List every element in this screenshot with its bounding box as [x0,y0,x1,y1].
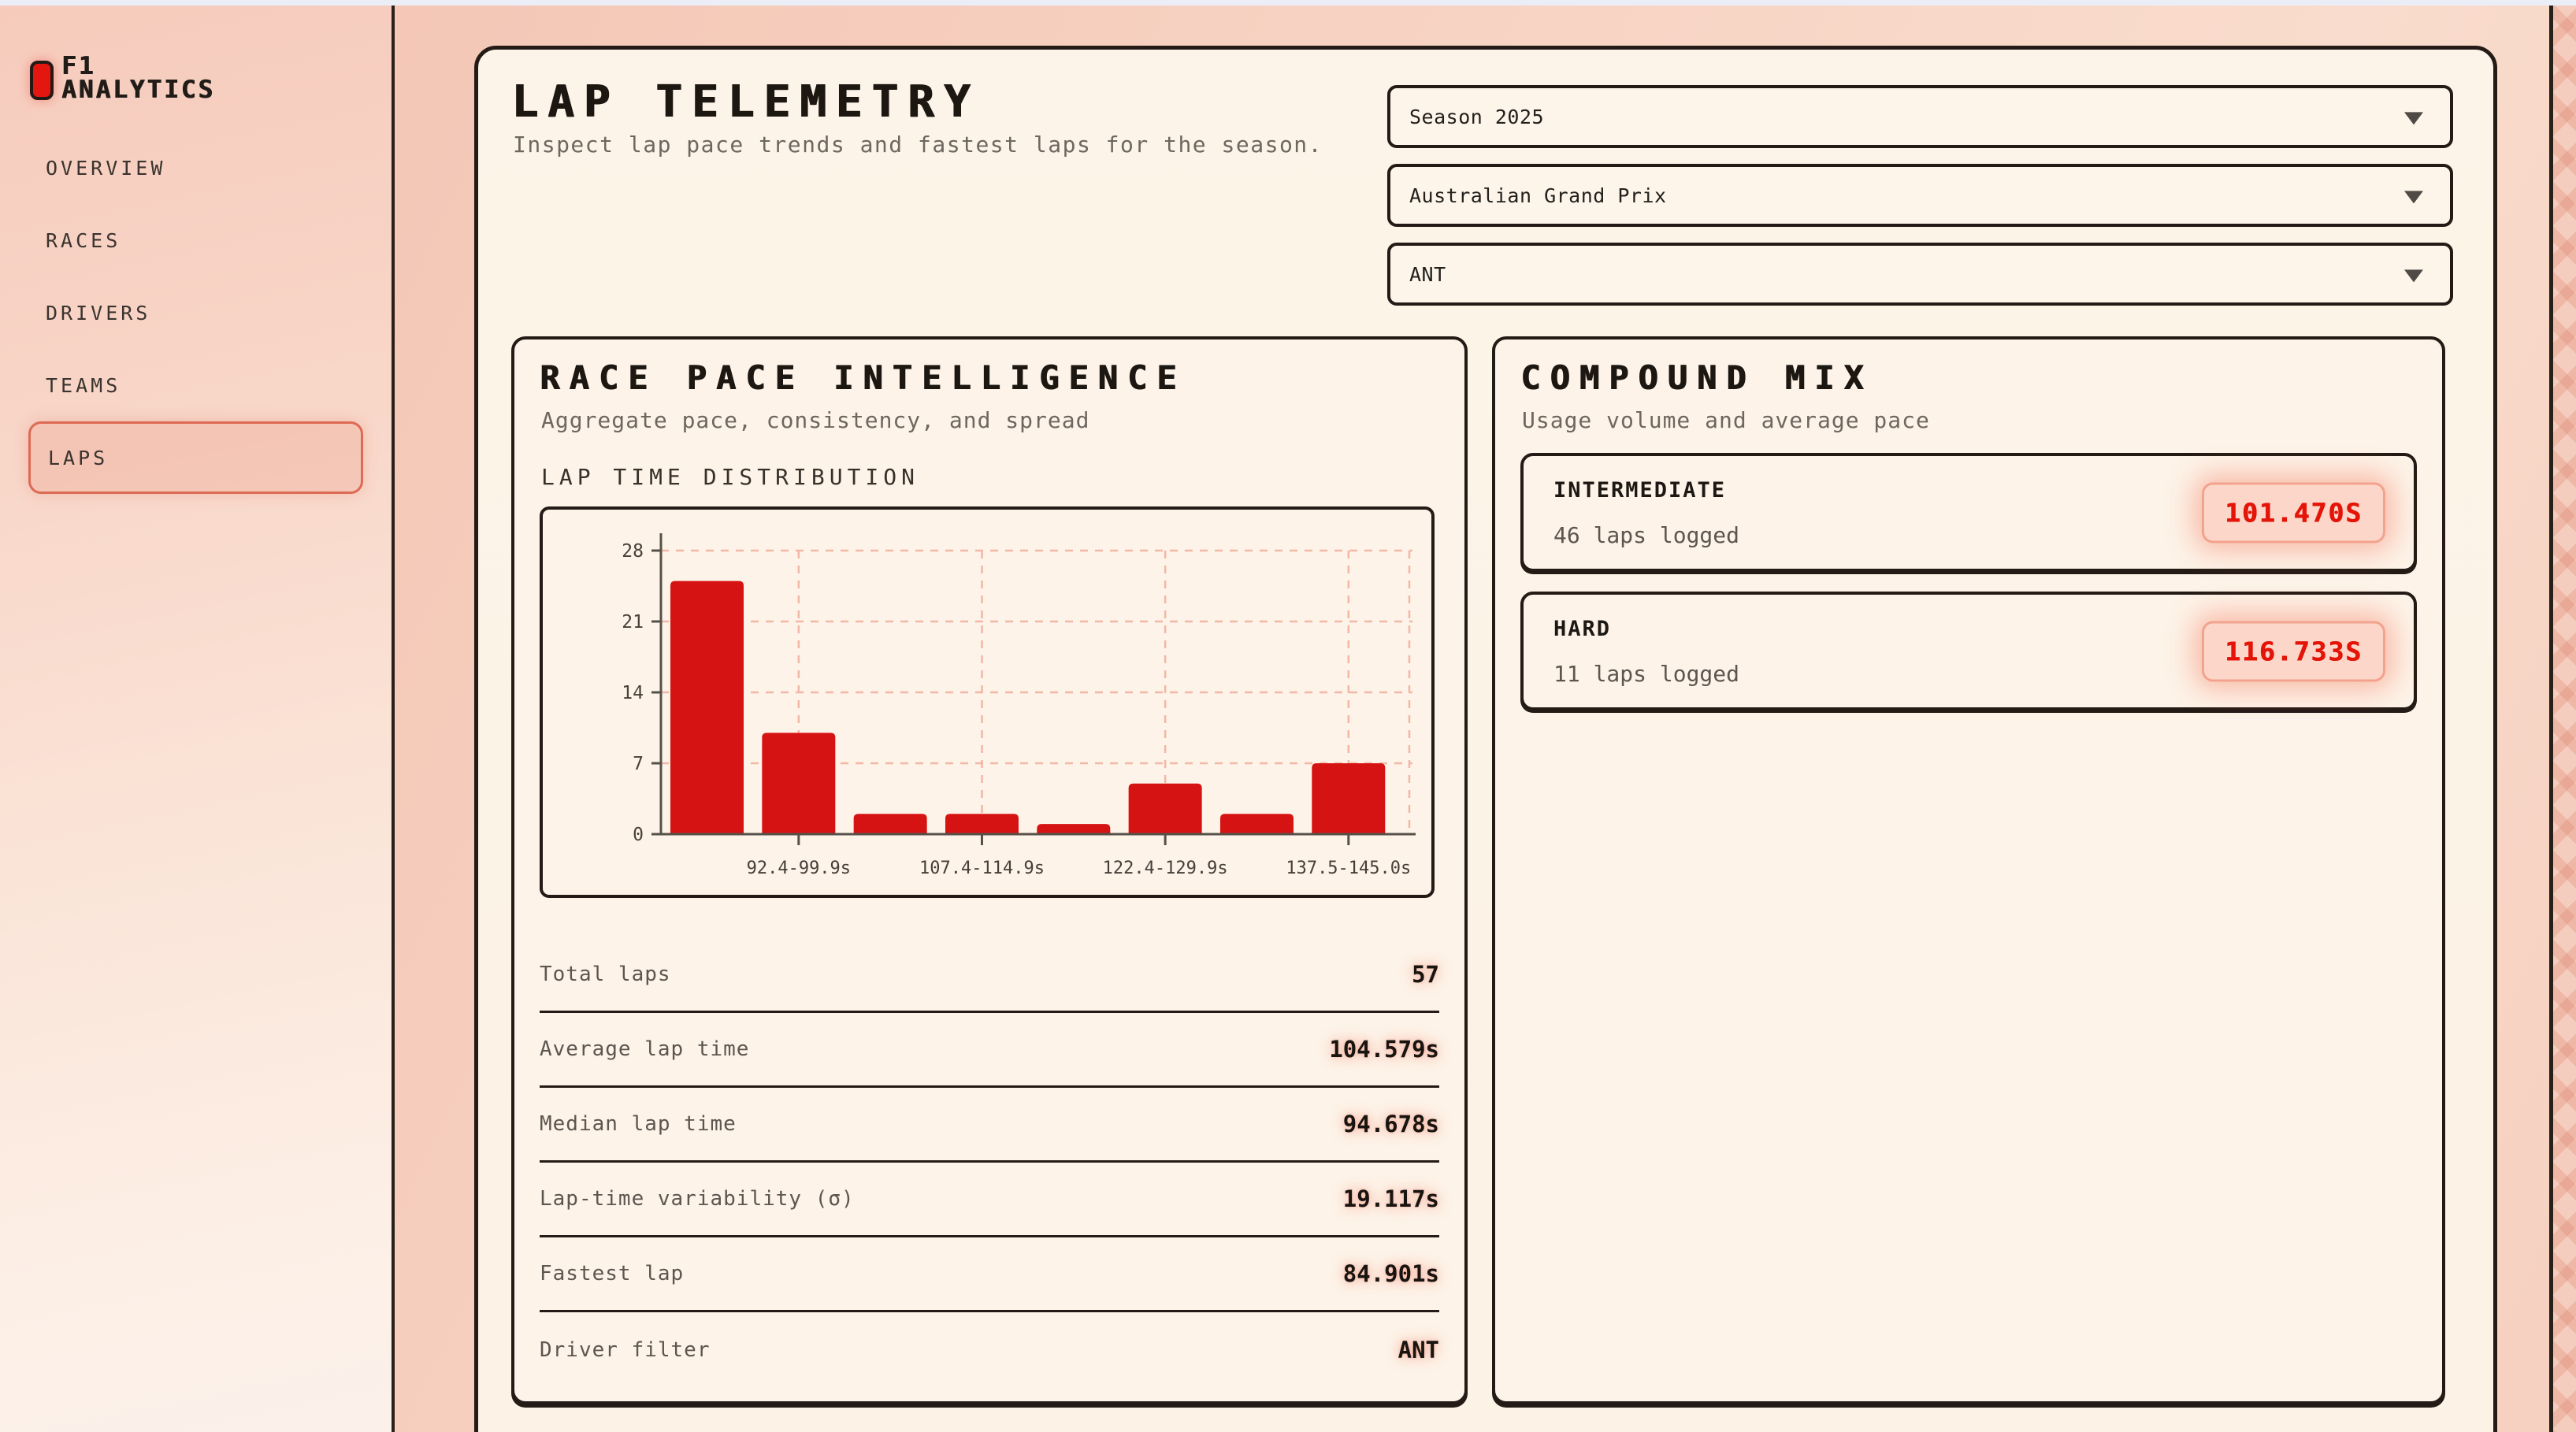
avg-pace-badge: 116.733S [2202,621,2385,681]
compound-card-hard: HARD 11 laps logged 116.733S [1520,592,2417,710]
compound-name: INTERMEDIATE [1553,478,1727,503]
svg-text:28: 28 [622,541,644,562]
race-pace-panel: RACE PACE INTELLIGENCE Aggregate pace, c… [511,336,1468,1404]
svg-text:7: 7 [633,754,644,774]
logo: F1 ANALYTICS [30,54,215,102]
svg-text:107.4-114.9s: 107.4-114.9s [919,859,1045,878]
stat-row-variability: Lap-time variability (σ) 19.117s [540,1163,1439,1237]
logo-line1: F1 [61,52,96,80]
chart-label: LAP TIME DISTRIBUTION [541,464,920,490]
race-pace-title: RACE PACE INTELLIGENCE [540,358,1186,397]
stat-row-total-laps: Total laps 57 [540,938,1439,1013]
svg-text:14: 14 [622,683,644,703]
chevron-down-icon [2404,112,2423,125]
main-area: LAP TELEMETRY Inspect lap pace trends an… [395,6,2549,1432]
sidebar-item-overview[interactable]: OVERVIEW [46,156,166,180]
sidebar-item-teams[interactable]: TEAMS [46,373,121,397]
stat-value: 104.579s [1329,1036,1439,1063]
sidebar-item-laps[interactable]: LAPS [28,421,363,494]
logo-line2: ANALYTICS [61,76,215,104]
lap-time-distribution-chart: 0 7 14 21 28 92.4-99.9s 107.4-114.9s 122.4-129.… [540,506,1435,898]
stat-row-driver-filter: Driver filter ANT [540,1312,1439,1387]
stat-value: 94.678s [1342,1111,1439,1137]
stat-value: 19.117s [1342,1185,1439,1212]
race-pace-subtitle: Aggregate pace, consistency, and spread [541,407,1090,433]
race-select-value: Australian Grand Prix [1409,184,1667,207]
sidebar-item-races[interactable]: RACES [46,228,121,252]
svg-text:122.4-129.9s: 122.4-129.9s [1103,859,1228,878]
filter-controls: Season 2025 Australian Grand Prix ANT [1387,85,2453,321]
driver-select-value: ANT [1409,262,1446,286]
page-subtitle: Inspect lap pace trends and fastest laps… [513,132,1323,158]
stat-row-fastest-lap: Fastest lap 84.901s [540,1237,1439,1312]
sidebar-item-drivers[interactable]: DRIVERS [46,301,151,325]
race-select[interactable]: Australian Grand Prix [1387,164,2453,227]
stat-value: 84.901s [1342,1260,1439,1287]
logo-text: F1 ANALYTICS [61,54,215,102]
svg-text:21: 21 [622,612,644,633]
compound-laps: 11 laps logged [1553,661,1740,687]
stat-value: ANT [1397,1336,1439,1363]
stat-value: 57 [1412,961,1439,988]
compound-mix-title: COMPOUND MIX [1520,358,1873,397]
svg-text:137.5-145.0s: 137.5-145.0s [1286,859,1411,878]
main-card: LAP TELEMETRY Inspect lap pace trends an… [474,46,2497,1432]
driver-select[interactable]: ANT [1387,243,2453,306]
sidebar-nav: OVERVIEW RACES DRIVERS TEAMS LAPS [0,132,392,494]
compound-name: HARD [1553,617,1612,641]
stat-label: Average lap time [540,1037,750,1061]
page-title: LAP TELEMETRY [511,76,980,128]
compound-card-intermediate: INTERMEDIATE 46 laps logged 101.470S [1520,453,2417,572]
stat-label: Median lap time [540,1112,737,1136]
f1-logo-icon [30,61,54,100]
compound-mix-subtitle: Usage volume and average pace [1522,407,1930,433]
stat-label: Driver filter [540,1337,711,1362]
chevron-down-icon [2404,191,2423,204]
page-top-strip [0,0,2576,6]
avg-pace-badge: 101.470S [2202,482,2385,543]
stat-row-average-lap: Average lap time 104.579s [540,1013,1439,1088]
chevron-down-icon [2404,269,2423,283]
app-root: F1 ANALYTICS OVERVIEW RACES DRIVERS TEAM… [0,6,2553,1432]
stat-label: Lap-time variability (σ) [540,1187,855,1211]
compound-laps: 46 laps logged [1553,522,1740,548]
season-select-value: Season 2025 [1409,105,1545,128]
stat-row-median-lap: Median lap time 94.678s [540,1088,1439,1163]
compound-mix-panel: COMPOUND MIX Usage volume and average pa… [1492,336,2445,1404]
svg-text:92.4-99.9s: 92.4-99.9s [747,859,851,878]
sidebar: F1 ANALYTICS OVERVIEW RACES DRIVERS TEAM… [0,6,395,1432]
race-pace-stats: Total laps 57 Average lap time 104.579s … [540,938,1439,1387]
stat-label: Fastest lap [540,1262,685,1285]
svg-text:0: 0 [633,825,644,845]
stat-label: Total laps [540,963,671,986]
season-select[interactable]: Season 2025 [1387,85,2453,148]
